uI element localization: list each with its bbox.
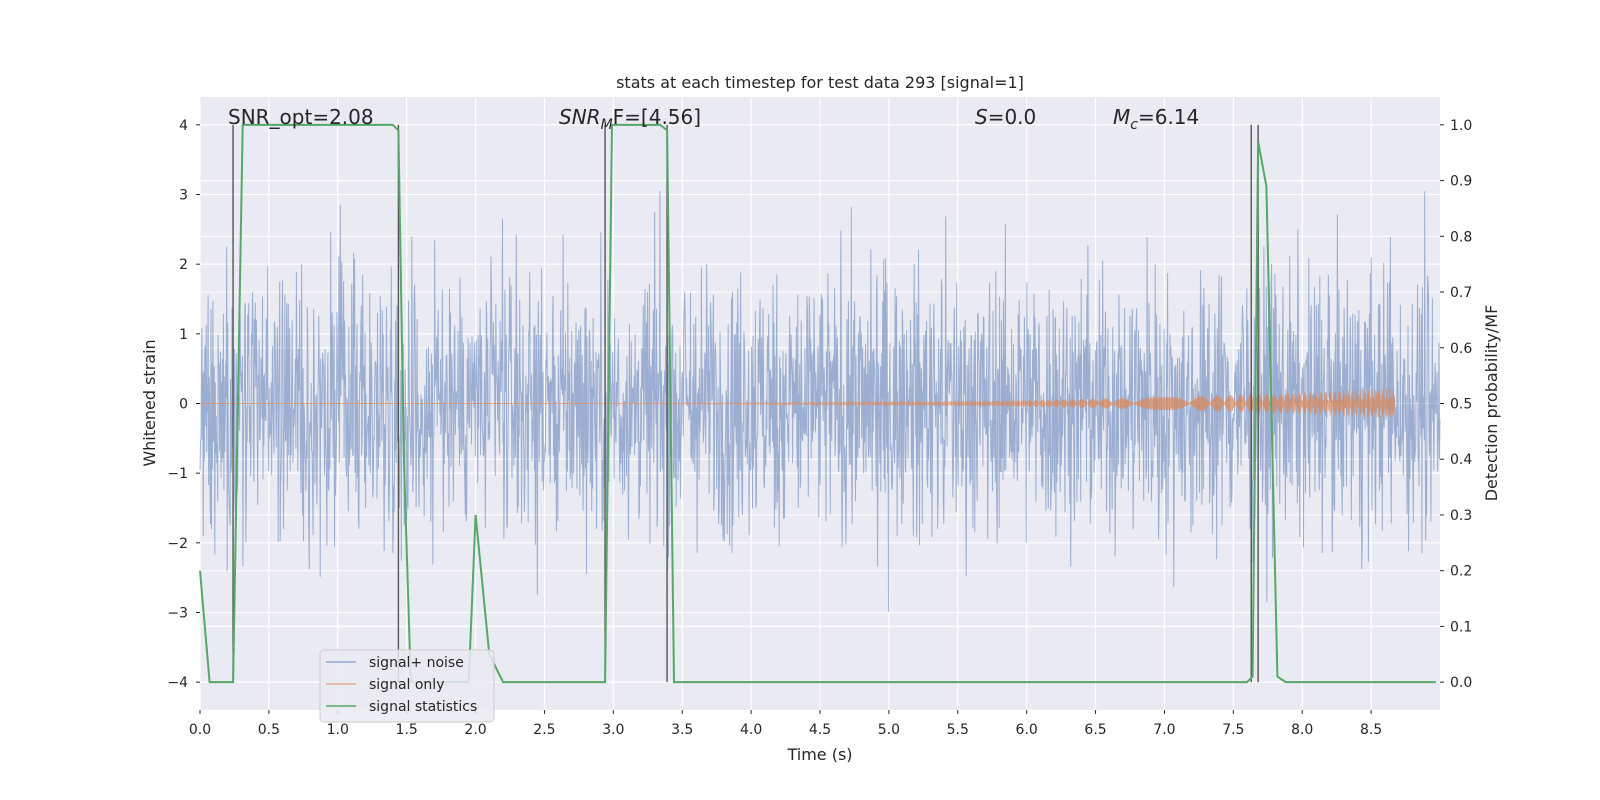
x-tick-label: 7.0 — [1153, 722, 1175, 738]
y2-tick-label: 1.0 — [1450, 118, 1472, 134]
y-tick-label: −3 — [167, 605, 188, 621]
signal-noise-series — [199, 190, 1441, 613]
y-axis-ticks: −4 −3 −2 −1 0 1 2 3 4 — [167, 118, 200, 691]
y2-tick-label: 0.3 — [1450, 508, 1472, 524]
signal-statistics-line — [199, 123, 1436, 684]
annotation-snr-mf-sub: M — [601, 117, 613, 133]
x-tick-label: 4.0 — [740, 722, 762, 738]
y-tick-label: −2 — [167, 536, 188, 552]
y2-tick-label: 0.0 — [1450, 675, 1472, 691]
y2-tick-label: 0.4 — [1450, 452, 1472, 468]
y2-tick-label: 0.7 — [1450, 285, 1472, 301]
x-tick-label: 2.5 — [533, 722, 555, 738]
annotation-mc: Mc=6.14 — [1113, 105, 1199, 133]
x-tick-label: 6.5 — [1084, 722, 1106, 738]
x-tick-label: 8.5 — [1360, 722, 1382, 738]
legend-label-signal-only: signal only — [369, 677, 444, 693]
y2-axis-ticks: 0.0 0.1 0.2 0.3 0.4 0.5 0.6 0.7 0.8 0.9 1.0 — [1440, 118, 1472, 691]
signal-noise-line — [199, 190, 1441, 613]
annotation-s-var: S — [975, 105, 988, 129]
x-tick-label: 2.0 — [464, 722, 486, 738]
y-tick-label: 1 — [179, 327, 188, 343]
x-tick-label: 5.5 — [947, 722, 969, 738]
y-tick-label: −1 — [167, 466, 188, 482]
annotation-mc-sub: c — [1130, 117, 1138, 133]
x-tick-label: 3.5 — [671, 722, 693, 738]
x-axis-ticks: 0.0 0.5 1.0 1.5 2.0 2.5 3.0 3.5 4.0 4.5 5.0 5.5 6.0 6… — [189, 710, 1382, 738]
legend-box — [319, 649, 495, 723]
y2-tick-label: 0.6 — [1450, 341, 1472, 357]
x-tick-label: 5.0 — [878, 722, 900, 738]
signal-statistics-series — [199, 123, 1436, 684]
legend: signal+ noise signal only signal statist… — [319, 649, 495, 723]
legend-label-signal-statistics: signal statistics — [369, 699, 477, 715]
x-tick-label: 1.0 — [327, 722, 349, 738]
x-tick-label: 6.0 — [1016, 722, 1038, 738]
y-tick-label: 0 — [179, 397, 188, 413]
y-axis-label: Whitened strain — [140, 339, 159, 466]
x-tick-label: 1.5 — [396, 722, 418, 738]
annotation-snr-mf-tail: F=[4.56] — [613, 105, 701, 129]
x-tick-label: 3.0 — [602, 722, 624, 738]
x-tick-label: 0.0 — [189, 722, 211, 738]
y2-tick-label: 0.9 — [1450, 174, 1472, 190]
annotation-snr-opt: SNR_opt=2.08 — [228, 105, 374, 129]
y-tick-label: 3 — [179, 188, 188, 204]
y2-tick-label: 0.1 — [1450, 619, 1472, 635]
y-tick-label: −4 — [167, 675, 188, 691]
y-tick-label: 4 — [179, 118, 188, 134]
x-tick-label: 0.5 — [258, 722, 280, 738]
x-tick-label: 4.5 — [809, 722, 831, 738]
legend-label-signal-noise: signal+ noise — [369, 655, 464, 671]
y2-tick-label: 0.8 — [1450, 229, 1472, 245]
y2-axis-label: Detection probability/MF — [1482, 305, 1501, 502]
annotation-snr-mf-main: SNR — [559, 105, 601, 129]
y2-tick-label: 0.5 — [1450, 397, 1472, 413]
x-axis-label: Time (s) — [786, 745, 852, 764]
chart-title: stats at each timestep for test data 293… — [616, 73, 1024, 92]
annotation-s-val: =0.0 — [988, 105, 1037, 129]
x-tick-label: 8.0 — [1291, 722, 1313, 738]
y2-tick-label: 0.2 — [1450, 564, 1472, 580]
y-tick-label: 2 — [179, 257, 188, 273]
annotation-mc-val: =6.14 — [1138, 105, 1199, 129]
annotation-mc-var: M — [1113, 105, 1130, 129]
annotation-s: S=0.0 — [975, 105, 1036, 129]
annotation-snr-mf: SNRMF=[4.56] — [559, 105, 701, 133]
x-tick-label: 7.5 — [1222, 722, 1244, 738]
